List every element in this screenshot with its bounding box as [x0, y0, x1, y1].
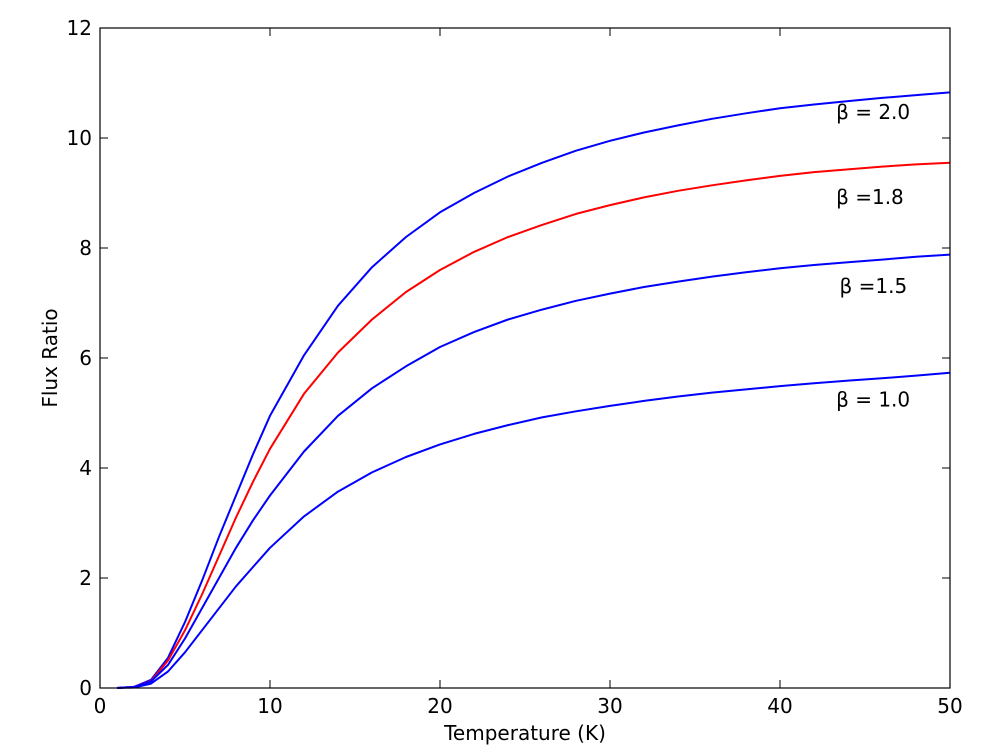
series-annotation-3: β =1.5 [840, 274, 908, 298]
y-tick-label: 6 [79, 346, 92, 370]
x-tick-label: 50 [937, 694, 962, 718]
series-line-1 [116, 91, 951, 689]
x-tick-label: 30 [597, 694, 622, 718]
plot-background [100, 28, 950, 688]
series-line-3 [116, 253, 951, 689]
y-axis-label: Flux Ratio [38, 308, 62, 407]
series-annotation-2: β =1.8 [836, 185, 904, 209]
y-tick-label: 0 [79, 676, 92, 700]
annotation-layer: β = 2.0 β =1.8 β =1.5 β = 1.0 [836, 100, 910, 412]
series-line-4 [116, 371, 951, 689]
y-tick-label: 2 [79, 566, 92, 590]
tick-layer: 0 10 20 30 40 50 0 2 4 6 8 10 12 [67, 16, 963, 718]
series-annotation-1: β = 2.0 [836, 100, 910, 124]
x-tick-label: 0 [94, 694, 107, 718]
y-tick-label: 12 [67, 16, 92, 40]
x-tick-label: 40 [767, 694, 792, 718]
series-layer [116, 91, 951, 689]
x-axis-label: Temperature (K) [443, 721, 606, 745]
x-tick-label: 20 [427, 694, 452, 718]
y-tick-label: 8 [79, 236, 92, 260]
series-line-2 [116, 161, 951, 689]
x-tick-label: 10 [257, 694, 282, 718]
series-annotation-4: β = 1.0 [836, 387, 910, 411]
y-tick-label: 10 [67, 126, 92, 150]
y-tick-label: 4 [79, 456, 92, 480]
